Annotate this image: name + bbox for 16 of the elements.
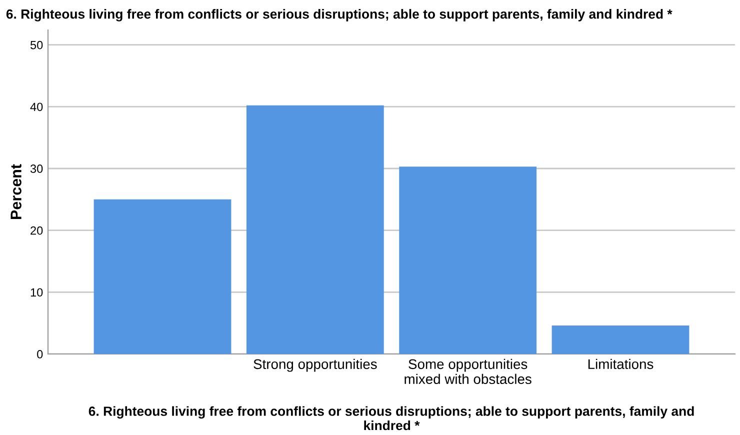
bar: [246, 105, 384, 354]
x-tick-label: Some opportunities mixed with obstacles: [404, 358, 532, 384]
chart-title: 6. Righteous living free from conflicts or serious disruptions; able to support parents, family and kindred *: [6, 9, 672, 22]
y-tick-label: 10: [30, 288, 43, 297]
y-tick-label: 0: [37, 350, 43, 358]
x-tick-label: Strong opportunities: [254, 358, 377, 372]
y-tick-label: 50: [30, 40, 43, 50]
y-tick-label: 20: [30, 226, 43, 235]
bar: [94, 199, 232, 354]
y-tick-label: 40: [30, 102, 43, 112]
x-axis-title: 6. Righteous living free from conflicts or serious disruptions; able to support parents, family and kindred *: [88, 406, 694, 430]
x-tick-label: Limitations: [588, 358, 654, 370]
y-tick-label: 30: [30, 164, 43, 173]
bar: [552, 326, 690, 354]
y-axis-title: Percent: [10, 164, 22, 219]
bar: [399, 166, 537, 354]
